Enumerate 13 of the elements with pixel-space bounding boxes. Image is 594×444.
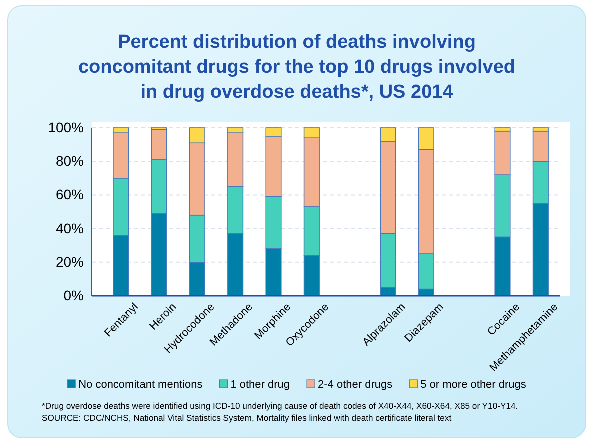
- legend-label: 5 or more other drugs: [420, 379, 527, 391]
- y-tick-label: 80%: [56, 153, 84, 170]
- y-tick-label: 60%: [56, 186, 84, 203]
- text: *Drug overdose deaths were identified using ICD-10 underlying cause of death codes of X40-X44, X60-X64, X85 or Y10-Y14.: [42, 401, 518, 411]
- y-tick-label: 40%: [56, 220, 84, 236]
- legend-label: No concomitant mentions: [78, 379, 204, 391]
- legend-label: 1 other drug: [230, 379, 290, 391]
- y-tick-label: 20%: [56, 254, 84, 270]
- y-tick-label: 100%: [48, 119, 84, 136]
- chart-title: Percent distribution of deaths involving concomitant drugs for the top 10 drugs involved in drug overdose deaths*, US 2014: [78, 32, 516, 103]
- y-tick-label: 0%: [64, 287, 84, 304]
- source-note: SOURCE: CDC/NCHS, National Vital Statistics System, Mortality files linked with death certificate literal text: [42, 413, 452, 423]
- legend-label: 2-4 other drugs: [318, 379, 394, 391]
